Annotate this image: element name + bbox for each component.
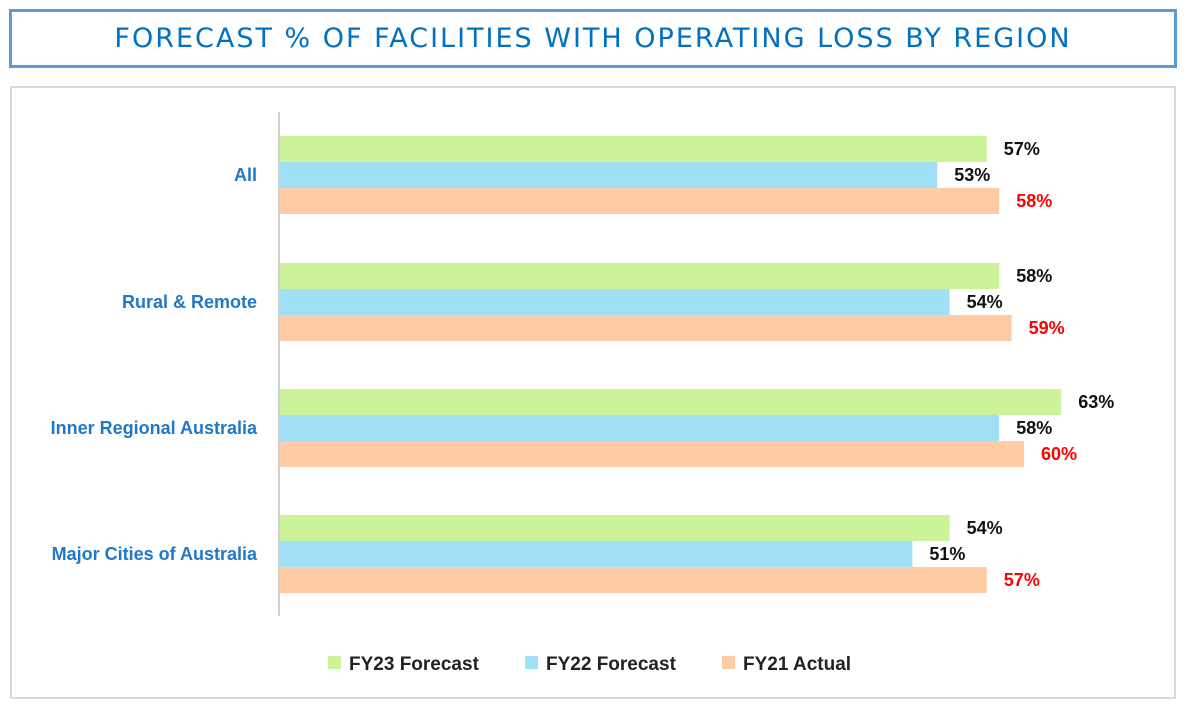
category-label: Rural & Remote: [122, 292, 257, 312]
bar-fy23-forecast: [280, 515, 950, 541]
legend-label: FY22 Forecast: [546, 654, 677, 675]
bar-fy22-forecast: [280, 541, 913, 567]
bar-fy21-actual: [280, 188, 1000, 214]
data-label: 58%: [1016, 191, 1052, 211]
chart-area: [10, 86, 1176, 699]
legend-swatch: [328, 656, 341, 669]
data-label: 57%: [1004, 570, 1040, 590]
data-label: 51%: [929, 544, 965, 564]
data-label: 59%: [1029, 318, 1065, 338]
bar-fy22-forecast: [280, 162, 938, 188]
bar-fy22-forecast: [280, 289, 950, 315]
bar-fy22-forecast: [280, 415, 1000, 441]
data-label: 58%: [1016, 266, 1052, 286]
bar-fy23-forecast: [280, 263, 1000, 289]
bar-fy23-forecast: [280, 136, 987, 162]
category-label: Major Cities of Australia: [52, 544, 258, 564]
bar-fy21-actual: [280, 315, 1012, 341]
category-label: Inner Regional Australia: [51, 418, 258, 438]
data-label: 63%: [1078, 392, 1114, 412]
category-label: All: [234, 165, 257, 185]
legend-label: FY23 Forecast: [349, 654, 480, 675]
legend-swatch: [525, 656, 538, 669]
data-label: 60%: [1041, 444, 1077, 464]
chart-title: FORECAST % OF FACILITIES WITH OPERATING …: [114, 23, 1072, 54]
data-label: 58%: [1016, 418, 1052, 438]
data-label: 54%: [967, 292, 1003, 312]
data-label: 57%: [1004, 139, 1040, 159]
data-label: 54%: [967, 518, 1003, 538]
data-label: 53%: [954, 165, 990, 185]
bar-fy23-forecast: [280, 389, 1062, 415]
legend-swatch: [722, 656, 735, 669]
bar-fy21-actual: [280, 441, 1024, 467]
legend-label: FY21 Actual: [743, 654, 851, 675]
bar-fy21-actual: [280, 567, 987, 593]
title-box: FORECAST % OF FACILITIES WITH OPERATING …: [9, 9, 1177, 68]
